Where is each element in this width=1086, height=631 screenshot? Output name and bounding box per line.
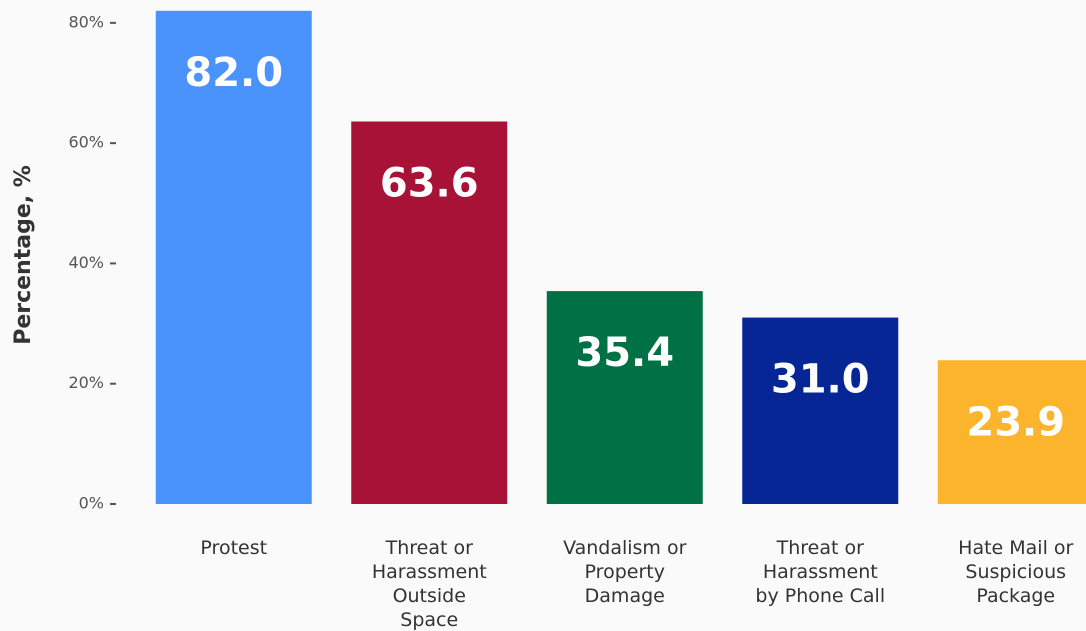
y-tick-label: 40% <box>68 253 104 272</box>
y-tick-label: 20% <box>68 373 104 392</box>
y-tick-label: 80% <box>68 12 104 31</box>
value-label: 82.0 <box>184 50 283 96</box>
y-tick-label: 0% <box>79 494 104 513</box>
value-label: 63.6 <box>380 160 479 206</box>
value-label: 23.9 <box>966 399 1065 445</box>
bar <box>546 291 703 504</box>
x-tick-label: Hate Mail or Suspicious Package <box>958 537 1074 607</box>
x-tick-label: Protest <box>200 537 268 559</box>
x-tick-label: Vandalism or Property Damage <box>563 537 687 607</box>
bar <box>742 317 899 504</box>
bar <box>155 10 312 504</box>
x-tick-label: Threat or Harassment by Phone Call <box>755 537 886 607</box>
bar <box>937 360 1086 504</box>
x-tick-label: Threat or Harassment Outside Space <box>371 537 487 631</box>
value-label: 31.0 <box>771 357 870 403</box>
y-axis-label: Percentage, % <box>11 165 36 345</box>
value-label: 35.4 <box>575 330 674 376</box>
bar <box>351 121 508 504</box>
y-tick-label: 60% <box>68 133 104 152</box>
